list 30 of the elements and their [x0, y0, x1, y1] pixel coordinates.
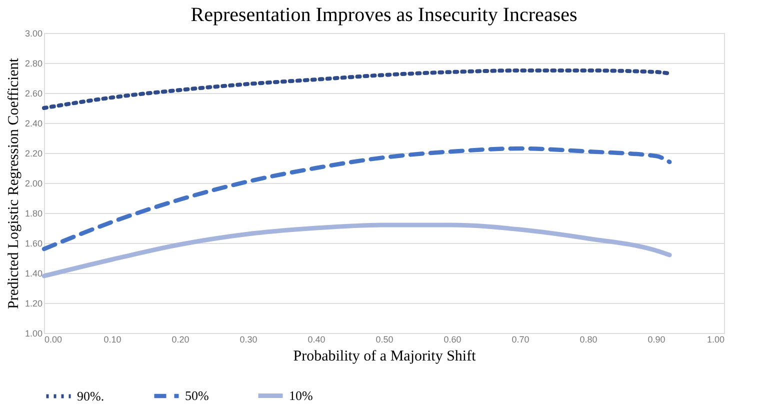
y-tick-label: 2.80 — [24, 58, 42, 68]
y-axis-title: Predicted Logistic Regression Coefficient — [6, 57, 22, 309]
y-tick-label: 1.40 — [24, 268, 42, 278]
y-tick-label: 2.60 — [24, 88, 42, 98]
y-tick-label: 2.40 — [24, 118, 42, 128]
y-tick-label: 1.60 — [24, 238, 42, 248]
legend-label: 90%. — [77, 388, 104, 404]
x-tick-label: 0.00 — [44, 334, 62, 344]
x-tick-label: 0.30 — [240, 334, 258, 344]
x-tick-label: 0.50 — [376, 334, 394, 344]
y-tick-label: 3.00 — [24, 28, 42, 38]
chart-title: Representation Improves as Insecurity Increases — [190, 4, 578, 26]
legend-label: 10% — [289, 388, 313, 403]
y-tick-label: 2.20 — [24, 148, 42, 158]
x-tick-label: 0.60 — [444, 334, 462, 344]
x-tick-label: 0.80 — [580, 334, 598, 344]
x-axis-title: Probability of a Majority Shift — [293, 348, 477, 364]
y-tick-label: 2.00 — [24, 178, 42, 188]
x-tick-label: 0.70 — [512, 334, 530, 344]
x-tick-label: 0.40 — [308, 334, 326, 344]
y-tick-label: 1.20 — [24, 298, 42, 308]
legend-label: 50% — [185, 388, 209, 403]
x-tick-label: 0.20 — [172, 334, 190, 344]
line-series — [42, 68, 672, 110]
y-tick-label: 1.80 — [24, 208, 42, 218]
line-series — [42, 222, 672, 278]
x-tick-label: 1.00 — [706, 334, 724, 344]
x-tick-label: 0.10 — [104, 334, 122, 344]
x-tick-label: 0.90 — [648, 334, 666, 344]
line-series — [42, 146, 672, 252]
